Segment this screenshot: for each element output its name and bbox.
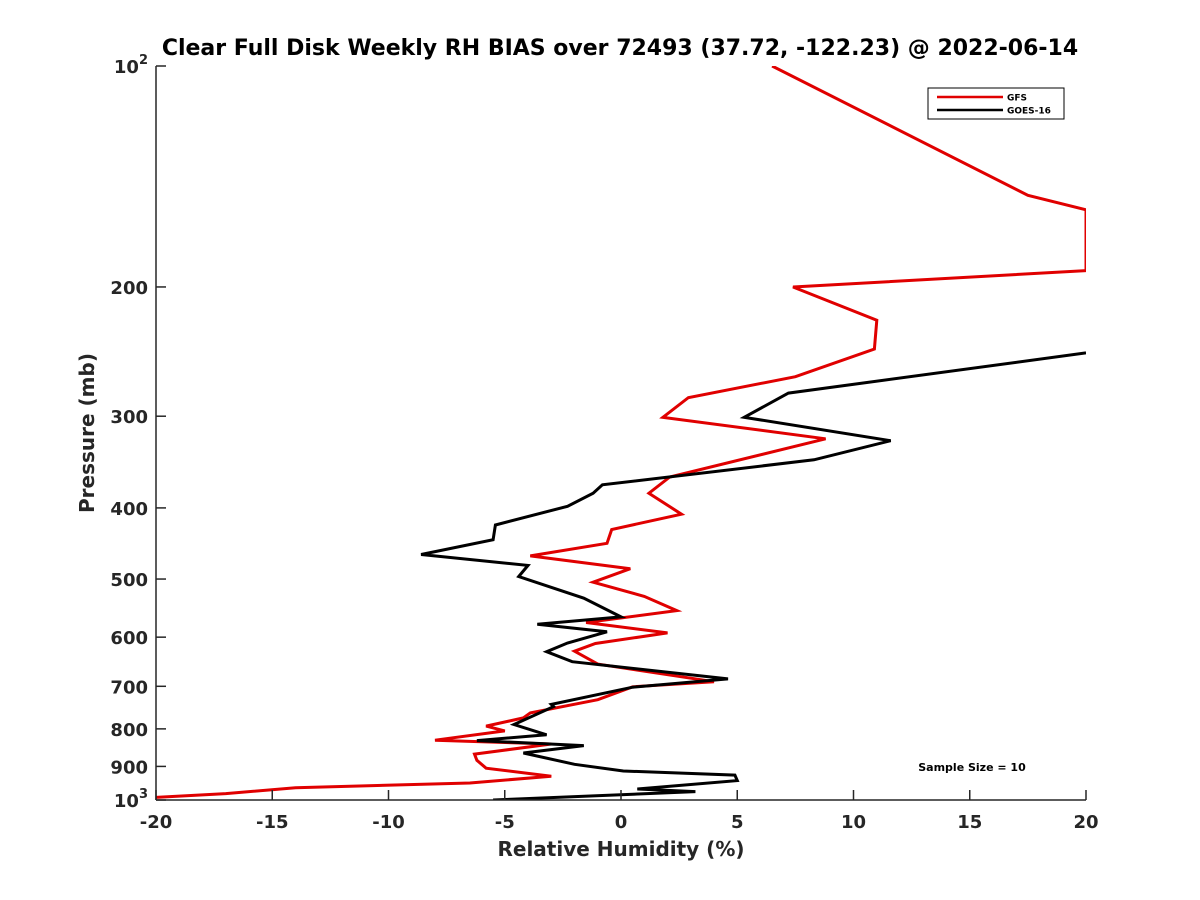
y-tick-label: 400 xyxy=(110,499,148,520)
y-tick-label: 103 xyxy=(114,787,148,812)
legend-box xyxy=(927,87,1065,120)
y-tick-label: 500 xyxy=(110,570,148,591)
sample-size-annotation: Sample Size = 10 xyxy=(918,761,1026,774)
y-tick-label: 200 xyxy=(110,278,148,299)
y-tick-label: 800 xyxy=(110,720,148,741)
axes: -20 -15 -10 -5 0 5 10 15 20 102 200 300 400 500 600 700… xyxy=(110,53,1098,833)
legend-label-goes16: GOES-16 xyxy=(1007,107,1051,117)
y-axis-label: Pressure (mb) xyxy=(75,353,99,513)
y-tick-label: 600 xyxy=(110,628,148,649)
series-line-goes-16 xyxy=(420,351,1086,800)
plot-lines xyxy=(156,66,1086,800)
y-tick-label: 900 xyxy=(110,757,148,778)
x-tick-label: 15 xyxy=(957,812,982,833)
x-tick-label: -20 xyxy=(140,812,173,833)
y-tick-label: 700 xyxy=(110,677,148,698)
y-tick-label: 102 xyxy=(114,53,148,78)
legend-label-gfs: GFS xyxy=(1007,94,1027,104)
x-tick-label: 10 xyxy=(841,812,866,833)
x-tick-label: 5 xyxy=(731,812,744,833)
y-tick-label: 300 xyxy=(110,407,148,428)
x-axis-label: Relative Humidity (%) xyxy=(497,837,744,861)
chart-title: Clear Full Disk Weekly RH BIAS over 7249… xyxy=(162,36,1078,61)
x-tick-label: 20 xyxy=(1073,812,1098,833)
series-line-gfs xyxy=(156,66,1086,799)
x-tick-label: -10 xyxy=(372,812,405,833)
x-tick-label: -15 xyxy=(256,812,289,833)
legend: GFS GOES-16 xyxy=(927,87,1065,120)
x-tick-label: 0 xyxy=(615,812,628,833)
x-tick-label: -5 xyxy=(495,812,515,833)
